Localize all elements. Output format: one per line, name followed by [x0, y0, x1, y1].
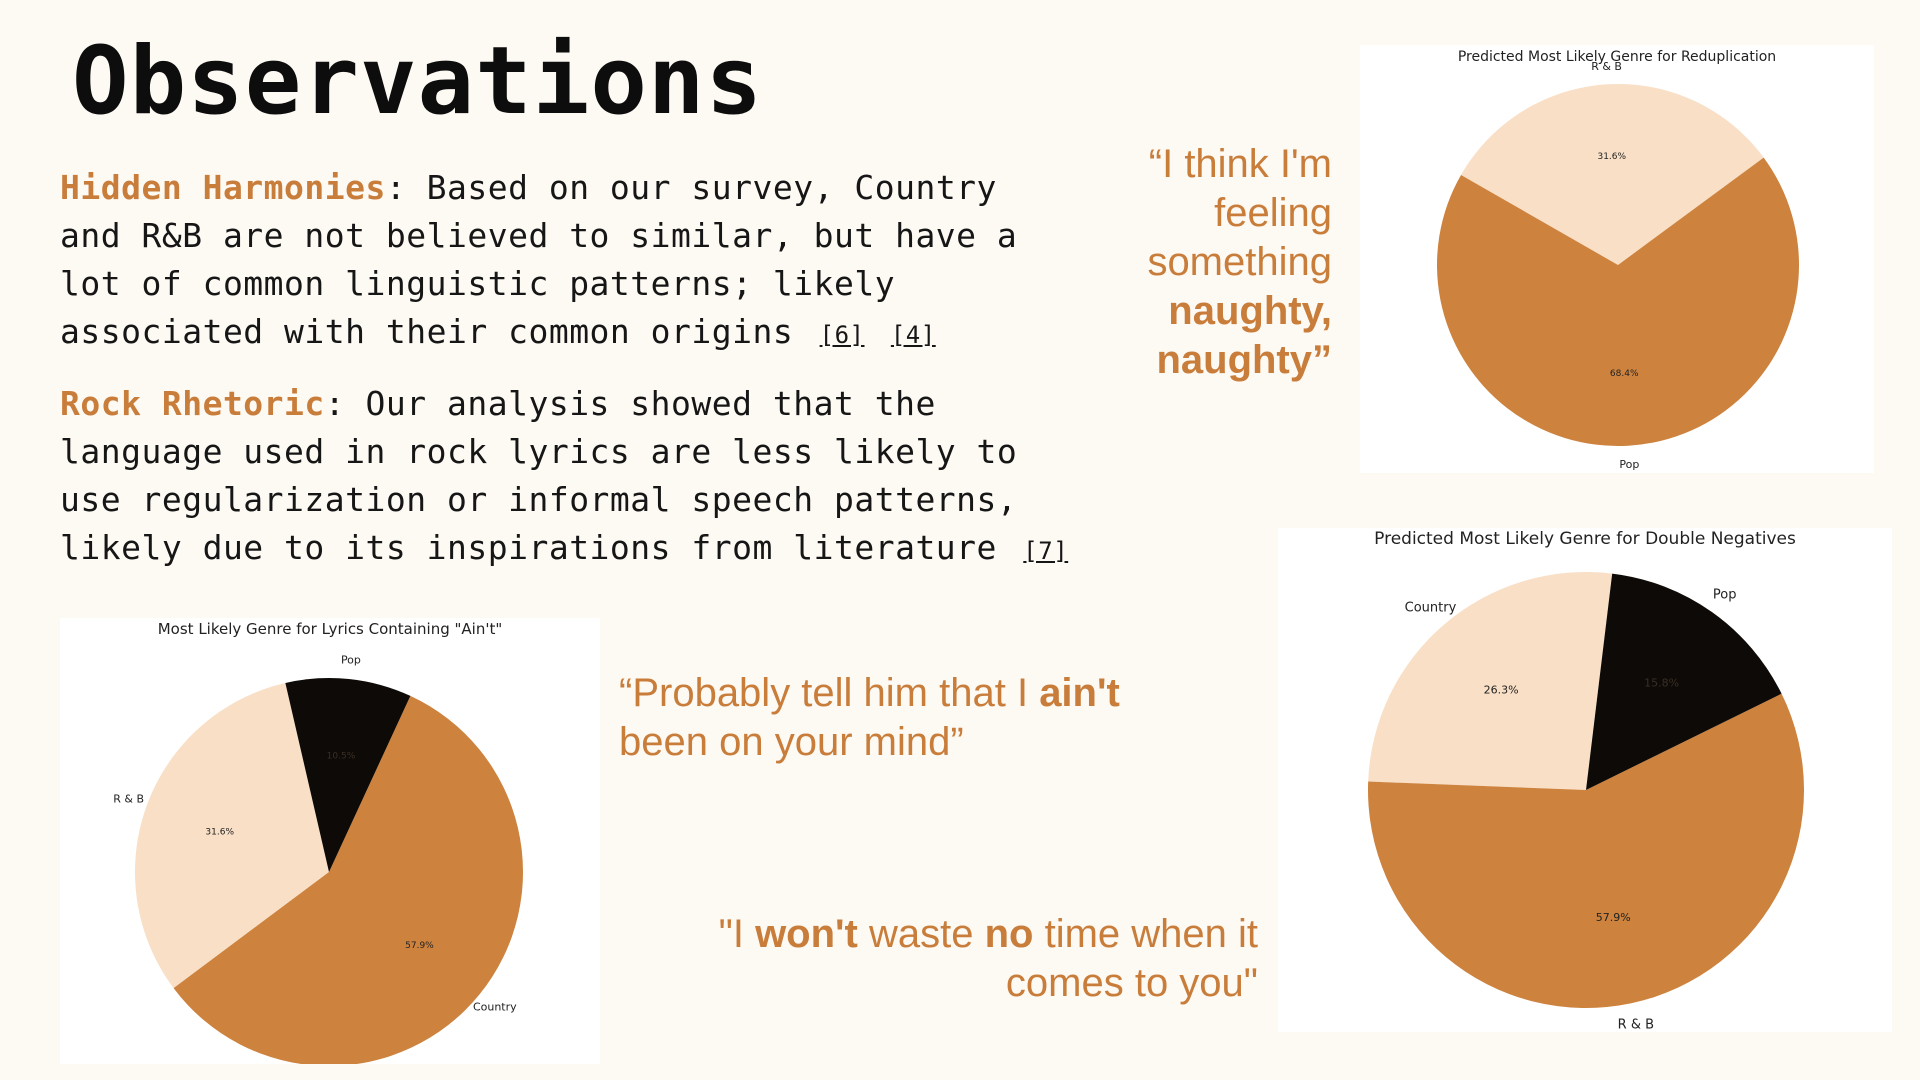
pie-slice	[1460, 84, 1764, 265]
paragraph-rock-rhetoric: Rock Rhetoric: Our analysis showed that …	[60, 380, 1070, 575]
slice-category-label: Pop	[341, 654, 361, 667]
quote-wont: "I won't waste no time when it comes to …	[700, 910, 1258, 1008]
quote-line: feeling	[1214, 191, 1332, 235]
slice-category-label: R & B	[1618, 1018, 1654, 1032]
pie-chart-double-negatives: Predicted Most Likely Genre for Double N…	[1368, 529, 1804, 1032]
pie-slice	[285, 678, 411, 872]
pie-chart-reduplication: Predicted Most Likely Genre for Reduplic…	[1437, 49, 1799, 471]
quote-line: something	[1147, 240, 1332, 284]
paragraph-text: : Our analysis showed that the language …	[60, 384, 1018, 567]
chart-title: Predicted Most Likely Genre for Reduplic…	[1458, 49, 1776, 65]
slice-percent-label: 15.8%	[1644, 676, 1679, 689]
paragraph-heading: Rock Rhetoric	[60, 384, 325, 423]
quote-line: "I won't waste no time when it	[718, 912, 1258, 956]
slice-category-label: R & B	[113, 793, 144, 806]
pie-chart-aint: Most Likely Genre for Lyrics Containing …	[113, 620, 523, 1064]
reference-link[interactable]: [6]	[819, 321, 865, 349]
slice-percent-label: 31.6%	[205, 827, 234, 837]
slice-category-label: Country	[473, 1000, 517, 1013]
slice-category-label: Pop	[1713, 587, 1737, 602]
pie-slice	[135, 682, 329, 989]
quote-aint: “Probably tell him that I ain't been on …	[619, 669, 1239, 767]
quote-line: been on your mind”	[619, 720, 964, 764]
slice-percent-label: 31.6%	[1597, 152, 1626, 162]
reference-link[interactable]: [4]	[890, 321, 936, 349]
slice-percent-label: 57.9%	[405, 941, 434, 951]
quote-emphasis: no	[984, 912, 1034, 956]
paragraph-hidden-harmonies: Hidden Harmonies: Based on our survey, C…	[60, 164, 1070, 359]
quote-line: naughty”	[1156, 338, 1332, 382]
pie-slice	[1586, 573, 1782, 790]
quote-line: comes to you"	[1005, 961, 1258, 1005]
page-title: Observations	[72, 27, 764, 136]
pie-slice	[173, 695, 523, 1064]
chart-aint: Most Likely Genre for Lyrics Containing …	[60, 618, 600, 1064]
slice-category-label: Pop	[1619, 458, 1639, 471]
slice-percent-label: 57.9%	[1596, 911, 1631, 924]
paragraph-heading: Hidden Harmonies	[60, 168, 386, 207]
pie-slice	[1437, 157, 1799, 447]
paragraph-text: : Based on our survey, Country and R&B a…	[60, 168, 1018, 351]
reference-link[interactable]: [7]	[1023, 537, 1069, 565]
chart-reduplication: Predicted Most Likely Genre for Reduplic…	[1360, 45, 1874, 473]
quote-emphasis: ain't	[1039, 671, 1120, 715]
slice-category-label: R & B	[1591, 60, 1622, 73]
chart-double-negatives: Predicted Most Likely Genre for Double N…	[1278, 528, 1892, 1032]
quote-emphasis: won't	[755, 912, 858, 956]
slice-percent-label: 68.4%	[1610, 369, 1639, 379]
pie-slice	[1368, 572, 1613, 790]
slice-category-label: Country	[1405, 600, 1457, 615]
quote-line: naughty,	[1168, 289, 1332, 333]
quote-line: “I think I'm	[1148, 142, 1332, 186]
slice-percent-label: 26.3%	[1484, 683, 1519, 696]
chart-title: Most Likely Genre for Lyrics Containing …	[158, 620, 503, 638]
quote-line: “Probably tell him that I ain't	[619, 671, 1120, 715]
pie-slice	[1368, 693, 1804, 1009]
chart-title: Predicted Most Likely Genre for Double N…	[1374, 529, 1796, 549]
slice-percent-label: 10.5%	[327, 752, 356, 762]
quote-naughty: “I think I'm feeling something naughty, …	[1060, 140, 1332, 385]
